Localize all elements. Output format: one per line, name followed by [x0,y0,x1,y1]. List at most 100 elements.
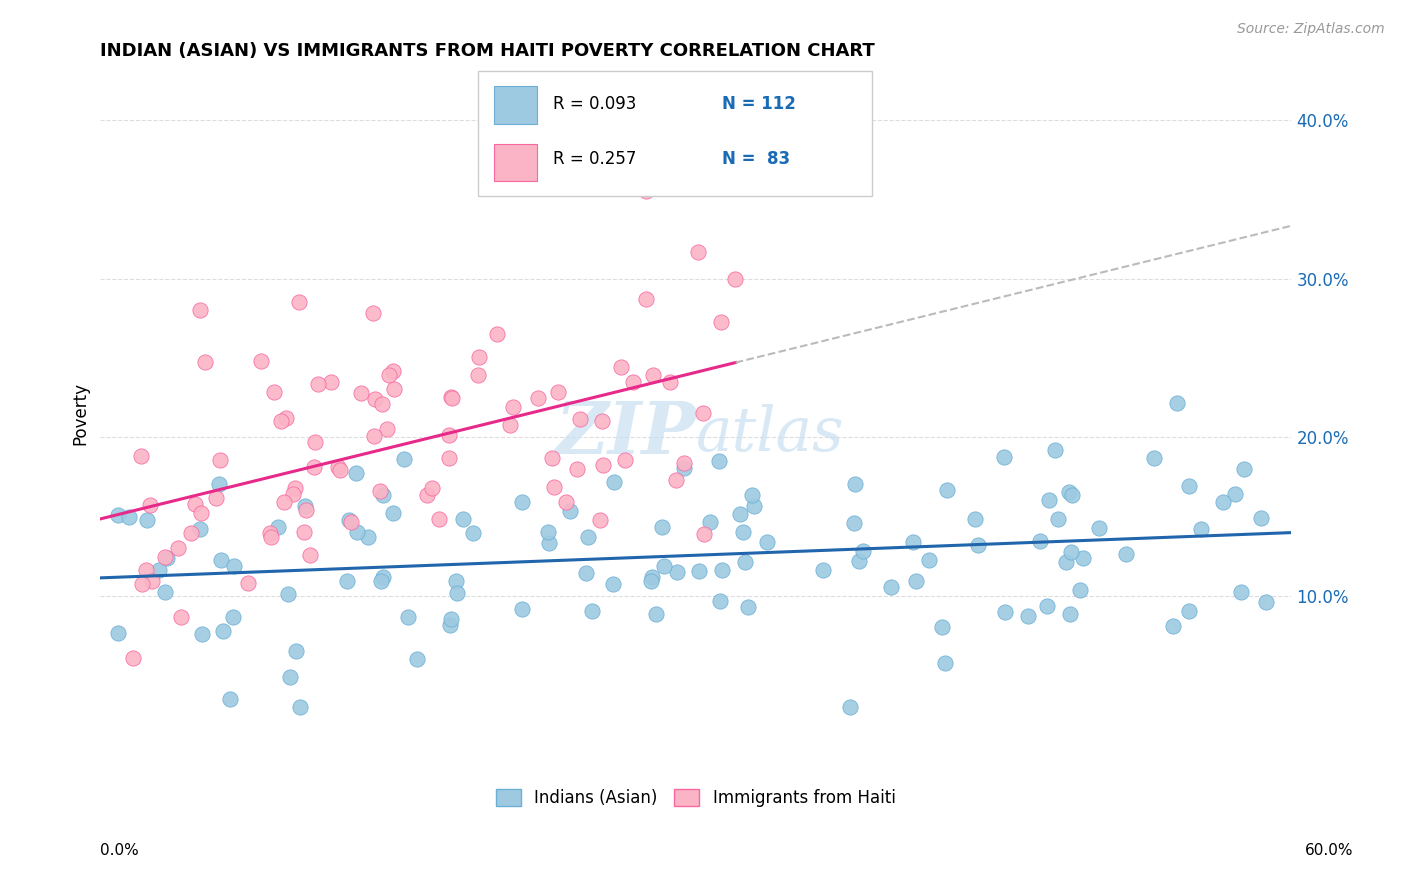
Point [205,491,228,506]
Point [1250,511,1272,525]
Point [340,515,363,529]
Point [710,315,733,329]
Point [537,524,560,539]
Point [209,453,232,467]
Point [852,544,875,558]
Point [326,460,349,475]
Point [724,272,747,286]
Point [373,488,395,502]
Point [610,360,633,375]
Point [734,555,756,569]
Point [1029,534,1052,549]
Point [498,417,520,432]
Point [1256,595,1278,609]
Point [129,449,152,463]
Point [1069,583,1091,598]
Point [934,656,956,670]
Point [209,552,232,566]
Point [512,495,534,509]
Point [238,575,260,590]
Point [396,609,419,624]
Point [194,355,217,369]
Point [543,480,565,494]
Point [373,569,395,583]
Point [1071,550,1094,565]
Point [451,511,474,525]
Point [686,244,709,259]
Point [139,498,162,512]
Point [741,488,763,502]
Point [285,644,308,658]
Point [966,538,988,552]
Point [693,527,716,541]
Point [1166,396,1188,410]
Point [183,496,205,510]
Point [710,563,733,577]
Point [1017,608,1039,623]
Point [756,535,779,549]
Point [190,507,212,521]
Point [993,605,1015,619]
Point [540,451,562,466]
Point [336,574,359,589]
Point [191,627,214,641]
Point [652,559,675,574]
Point [692,406,714,420]
Text: 0.0%: 0.0% [100,843,139,858]
Point [848,553,870,567]
Point [117,509,139,524]
Point [437,428,460,442]
Point [346,525,368,540]
Point [169,610,191,624]
Point [211,624,233,638]
Point [294,502,316,516]
Point [742,499,765,513]
Point [673,461,696,475]
Point [645,607,668,622]
Y-axis label: Poverty: Poverty [72,382,89,445]
Point [278,670,301,684]
Point [153,550,176,565]
Point [728,507,751,521]
Point [467,368,489,382]
Point [121,651,143,665]
Point [382,506,405,520]
Point [370,484,392,499]
Point [107,508,129,523]
Point [467,350,489,364]
Point [1036,599,1059,614]
Point [575,566,598,580]
Text: N =  83: N = 83 [723,151,790,169]
Point [302,460,325,475]
Point [688,564,710,578]
Point [266,519,288,533]
Point [569,412,592,426]
Point [963,512,986,526]
Point [260,531,283,545]
Point [441,391,464,405]
Point [1212,495,1234,509]
Point [307,376,329,391]
Point [382,364,405,378]
Point [361,306,384,320]
Point [222,610,245,624]
Point [901,535,924,549]
Point [188,303,211,318]
Point [439,612,461,626]
Point [904,574,927,589]
Point [1060,488,1083,502]
Point [510,602,533,616]
Point [699,516,721,530]
Point [709,594,731,608]
Point [371,397,394,411]
Point [731,524,754,539]
Point [842,516,865,530]
Point [641,570,664,584]
Point [427,512,450,526]
Point [249,353,271,368]
Point [591,415,613,429]
Point [993,450,1015,464]
Point [284,481,307,495]
Point [880,580,903,594]
Point [274,411,297,425]
